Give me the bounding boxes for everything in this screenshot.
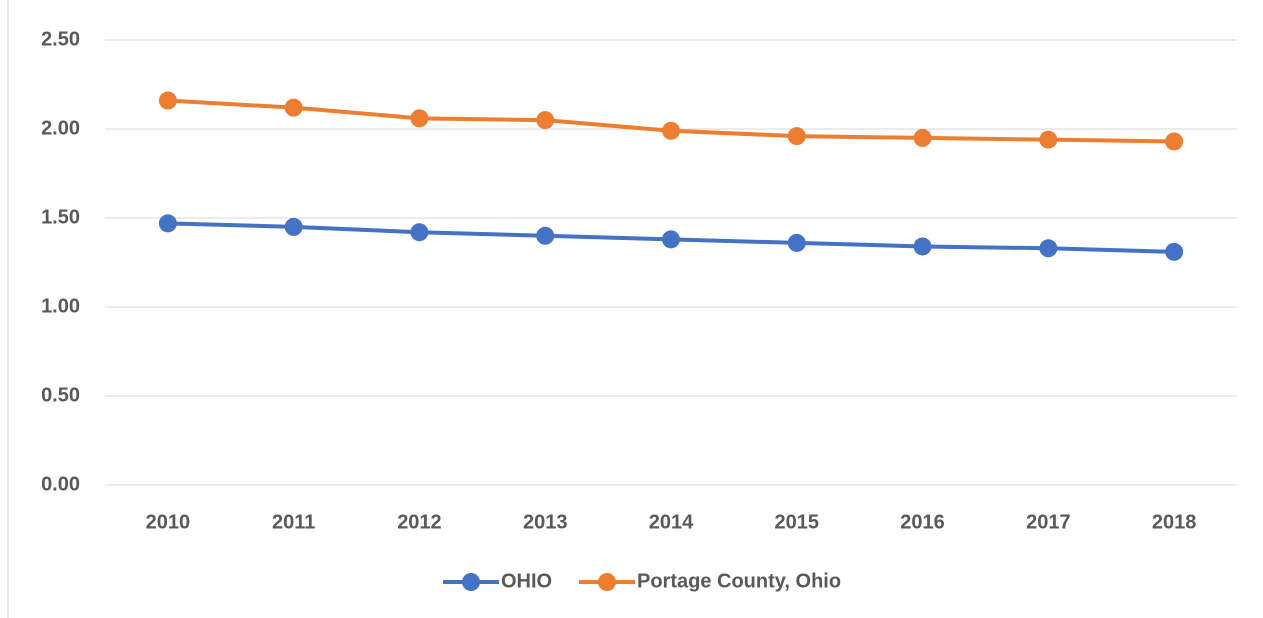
legend-label: OHIO [501,570,552,592]
data-point [410,223,429,242]
data-point [158,214,177,233]
x-tick-label: 2017 [1026,511,1071,533]
y-tick-label: 2.00 [41,117,80,139]
y-tick-label: 1.00 [41,295,80,317]
data-point [536,226,555,245]
x-tick-label: 2016 [900,511,945,533]
data-point [410,109,429,128]
x-tick-label: 2010 [146,511,191,533]
data-point [1039,239,1058,258]
x-tick-label: 2014 [649,511,694,533]
legend-label: Portage County, Ohio [637,570,841,592]
y-tick-label: 0.50 [41,384,80,406]
y-tick-label: 0.00 [41,473,80,495]
legend-marker [598,573,616,591]
data-point [1039,130,1058,149]
x-tick-label: 2018 [1152,511,1197,533]
y-tick-label: 1.50 [41,206,80,228]
data-point [536,111,555,130]
data-point [913,128,932,147]
x-tick-label: 2012 [397,511,442,533]
data-point [158,91,177,110]
data-point [284,217,303,236]
data-point [284,98,303,117]
y-tick-label: 2.50 [41,28,80,50]
data-point [662,230,680,249]
data-point [1165,132,1184,151]
x-tick-label: 2013 [523,511,568,533]
data-point [787,233,806,252]
data-point [1165,242,1184,261]
x-tick-label: 2015 [775,511,820,533]
x-tick-label: 2011 [272,511,315,533]
data-point [662,121,680,140]
data-point [913,237,932,256]
data-point [787,127,806,146]
legend-marker [462,573,480,591]
